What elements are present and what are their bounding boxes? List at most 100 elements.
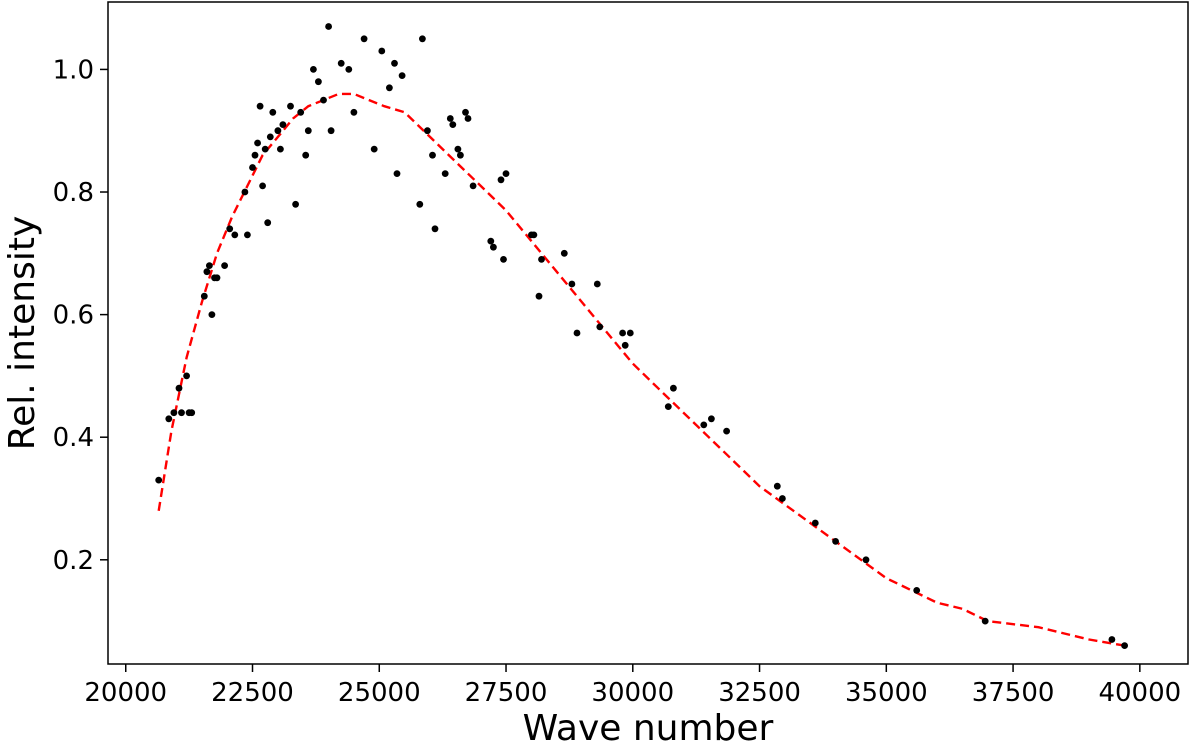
y-axis: 0.2 0.4 0.6 0.8 1.0 — [53, 55, 108, 576]
data-point — [723, 427, 730, 435]
fit-curve — [157, 92, 1125, 647]
data-point — [231, 231, 239, 239]
data-point — [249, 164, 256, 171]
data-point — [310, 66, 317, 73]
data-point — [416, 200, 424, 208]
data-point — [274, 127, 282, 135]
data-point — [304, 127, 312, 135]
data-point — [538, 256, 545, 263]
data-point — [500, 256, 507, 263]
data-point — [773, 482, 781, 490]
data-point — [254, 139, 261, 147]
data-point — [779, 495, 786, 502]
data-points — [155, 23, 1128, 649]
data-point — [449, 121, 457, 128]
data-point — [429, 151, 436, 159]
data-point — [170, 409, 178, 417]
data-point — [457, 151, 464, 159]
data-point — [320, 96, 327, 104]
data-point — [560, 249, 568, 257]
data-point — [670, 384, 677, 392]
data-point — [277, 145, 284, 153]
data-point — [454, 145, 462, 153]
data-point — [315, 78, 322, 86]
data-point — [221, 262, 229, 269]
data-point — [573, 329, 581, 337]
data-point — [256, 102, 264, 110]
x-axis-label: Wave number — [523, 708, 774, 747]
data-point — [626, 329, 634, 337]
plot-frame — [107, 1, 1189, 665]
data-point — [279, 121, 287, 128]
data-point — [700, 421, 708, 429]
data-point — [664, 403, 672, 410]
data-point — [287, 102, 294, 110]
data-point — [378, 47, 386, 55]
data-point — [337, 59, 345, 67]
data-point — [490, 243, 497, 251]
x-tick-label: 37500 — [972, 678, 1055, 708]
data-point — [206, 262, 213, 269]
data-point — [419, 35, 426, 43]
data-point — [391, 59, 398, 67]
data-point — [1108, 636, 1116, 643]
data-point — [178, 409, 185, 417]
data-point — [350, 108, 358, 116]
data-point — [200, 292, 208, 300]
data-point — [497, 176, 505, 184]
data-point — [446, 115, 454, 122]
data-point — [386, 84, 393, 92]
data-point — [269, 108, 277, 116]
data-point — [530, 231, 538, 239]
data-point — [424, 127, 431, 135]
x-tick-label: 35000 — [845, 678, 928, 708]
data-point — [535, 292, 543, 300]
data-point — [266, 133, 274, 141]
x-tick-label: 22500 — [211, 678, 294, 708]
data-point — [370, 145, 378, 153]
data-point — [325, 23, 332, 30]
x-tick-label: 40000 — [1098, 678, 1181, 708]
data-point — [297, 108, 305, 116]
y-tick-label: 0.2 — [53, 546, 94, 576]
data-point — [259, 182, 266, 190]
data-point — [264, 219, 272, 227]
y-axis-label: Rel. intensity — [2, 216, 43, 451]
data-point — [188, 409, 196, 417]
data-point — [593, 280, 601, 288]
data-point — [811, 519, 819, 527]
data-point — [203, 268, 211, 276]
data-point — [619, 329, 626, 337]
y-tick-label: 0.6 — [53, 301, 94, 331]
data-point — [502, 170, 510, 178]
data-point — [241, 188, 249, 196]
data-point — [345, 66, 353, 73]
data-point — [302, 151, 310, 159]
data-point — [165, 415, 173, 423]
data-point — [213, 274, 221, 282]
x-tick-label: 32500 — [718, 678, 801, 708]
data-point — [261, 145, 269, 153]
y-tick-label: 1.0 — [53, 55, 94, 85]
data-point — [226, 225, 234, 233]
x-tick-label: 25000 — [338, 678, 421, 708]
x-tick-label: 20000 — [84, 678, 167, 708]
data-point — [327, 127, 335, 135]
data-point — [208, 311, 216, 318]
data-point — [462, 108, 469, 116]
data-point — [441, 170, 449, 178]
data-point — [913, 587, 921, 594]
data-point — [292, 200, 299, 208]
data-point — [464, 115, 472, 122]
data-point — [175, 384, 183, 392]
data-point — [1121, 642, 1128, 649]
data-point — [862, 556, 870, 564]
data-point — [981, 617, 989, 625]
data-point — [431, 225, 439, 233]
data-point — [568, 280, 576, 288]
x-tick-label: 30000 — [591, 678, 674, 708]
data-point — [251, 151, 259, 159]
data-point — [360, 35, 368, 43]
y-tick-label: 0.8 — [53, 178, 94, 208]
data-point — [183, 372, 191, 380]
